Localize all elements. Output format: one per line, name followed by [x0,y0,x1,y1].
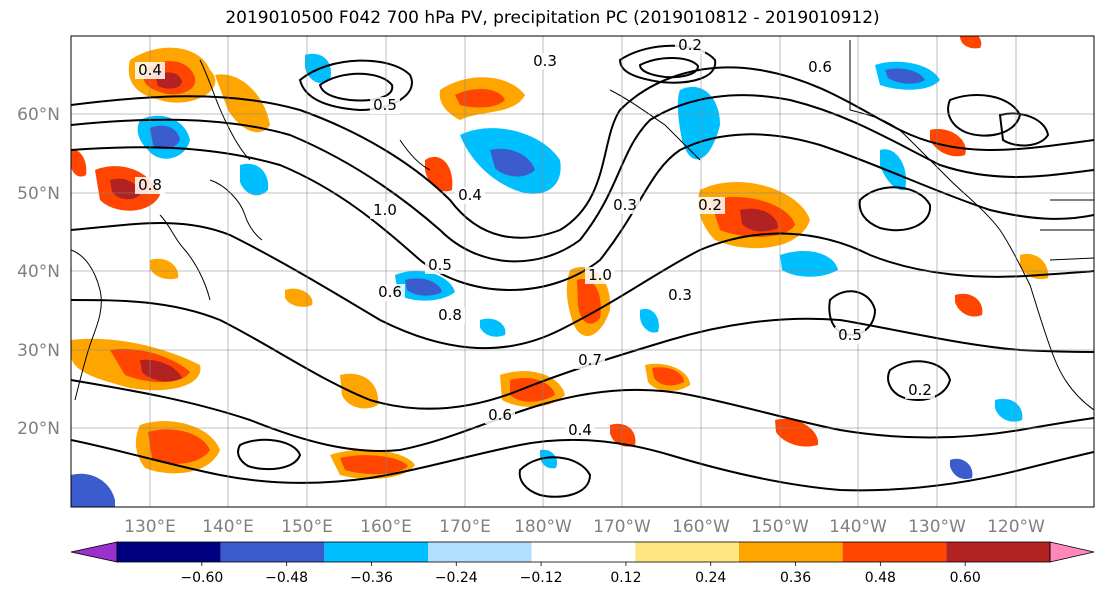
colorbar-segment [635,542,739,562]
colorbar-segment [117,542,221,562]
contour-label: 0.7 [578,351,602,369]
lon-label: 140°E [202,517,254,537]
contour-label-bg [425,257,455,274]
contour-label-bg [675,37,705,54]
graticule [71,36,1094,507]
contour-label-bg [435,307,465,324]
colorbar-segment [220,542,325,562]
lat-label: 40°N [17,262,60,282]
contour-label: 0.8 [438,306,462,324]
lon-label: 130°W [908,517,966,537]
colorbar-border [116,541,1051,563]
contour-label: 1.0 [373,201,397,219]
contour-label-bg [485,407,515,424]
contour-label: 0.5 [373,96,397,114]
colorbar-tick-label: −0.12 [520,570,563,586]
colorbar-segment [324,542,428,562]
contour-label: 0.5 [428,256,452,274]
colorbar-tick-label: 0.12 [610,570,641,586]
colorbar-tick-label: 0.24 [695,570,726,586]
contour-label: 0.4 [568,421,592,439]
lon-label: 170°E [439,517,491,537]
contour-label-bg [370,97,400,114]
colorbar-tick-label: −0.24 [435,570,478,586]
contour-label: 0.6 [808,58,832,76]
contour-label: 1.0 [588,266,612,284]
contour-label-bg [530,53,560,70]
contour-label: 0.6 [488,406,512,424]
colorbar-segment [428,542,532,562]
contour-label: 0.5 [838,326,862,344]
contour-label: 0.3 [613,196,637,214]
colorbar: −0.60 −0.48 −0.36 −0.24 −0.12 0.12 0.24 0.36 0.4… [70,541,1095,586]
contour-label-bg [695,197,725,214]
lon-label: 170°W [593,517,651,537]
map-title: 2019010500 F042 700 hPa PV, precipitatio… [225,8,880,28]
contour-label-bg [610,197,640,214]
contour-label-bg [375,284,405,301]
contour-label-bg [665,287,695,304]
contour-label-bg [575,352,605,369]
contour-label-bg [135,62,165,79]
contour-label-bg [805,59,835,76]
contour-label-bg [565,422,595,439]
colorbar-segment [946,542,1050,562]
colorbar-tick-label: 0.36 [780,570,811,586]
lon-label: 150°W [751,517,809,537]
lon-label: 160°E [360,517,412,537]
colorbar-segment [531,542,636,562]
contour-label: 0.3 [533,52,557,70]
lon-label: 180°W [514,517,572,537]
colorbar-tick-label: 0.48 [865,570,896,586]
lat-label: 60°N [17,105,60,125]
contour-label-bg [455,187,485,204]
lat-label: 30°N [17,341,60,361]
contour-label: 0.2 [698,196,722,214]
colorbar-tick-label: −0.48 [265,570,308,586]
lat-label: 50°N [17,184,60,204]
contour-label: 0.3 [668,286,692,304]
lon-label: 160°W [672,517,730,537]
colorbar-segment [739,542,843,562]
contour-label: 0.6 [378,283,402,301]
colorbar-extend-min [70,541,118,563]
colorbar-tick-label: −0.60 [180,570,223,586]
contour-label-bg [370,202,400,219]
lon-label: 140°W [829,517,887,537]
contour-label: 0.2 [678,36,702,54]
contour-label-bg [905,382,935,399]
colorbar-tick-label: −0.36 [350,570,393,586]
contour-label-bg [585,267,615,284]
lon-label: 130°E [124,517,176,537]
contour-label-bg [135,177,165,194]
contour-label: 0.2 [908,381,932,399]
contour-label-bg [835,327,865,344]
contour-label: 0.4 [138,61,162,79]
lon-label: 150°E [281,517,333,537]
lat-label: 20°N [17,419,60,439]
coastlines [71,40,1094,411]
lon-label: 120°W [987,517,1045,537]
colorbar-segment [842,542,947,562]
colorbar-tick-label: 0.60 [950,570,981,586]
contour-label: 0.4 [458,186,482,204]
colorbar-extend-max [1049,541,1095,563]
contour-label: 0.8 [138,176,162,194]
map-border [70,35,1095,508]
